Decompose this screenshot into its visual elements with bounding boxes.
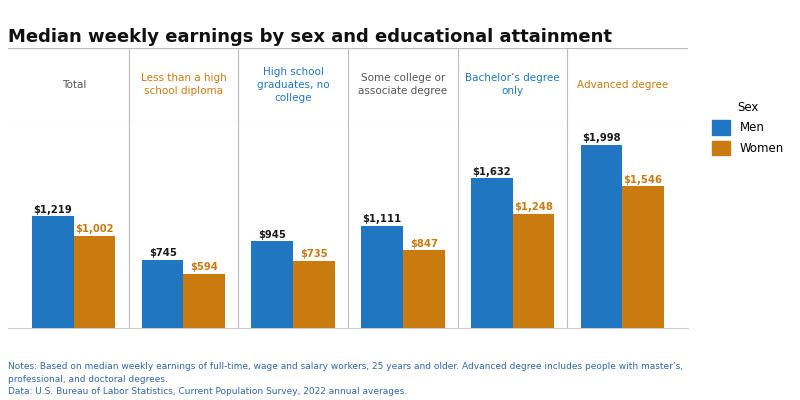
Bar <box>581 145 622 328</box>
Bar <box>622 186 664 328</box>
Text: Bachelor’s degree
only: Bachelor’s degree only <box>466 73 560 96</box>
Bar <box>142 260 183 328</box>
Text: Advanced degree: Advanced degree <box>577 80 668 90</box>
Text: $1,219: $1,219 <box>34 204 72 214</box>
Text: Median weekly earnings by sex and educational attainment: Median weekly earnings by sex and educat… <box>8 28 612 46</box>
Text: $945: $945 <box>258 230 286 240</box>
Text: Some college or
associate degree: Some college or associate degree <box>358 73 447 96</box>
Bar <box>74 236 115 328</box>
Text: Total: Total <box>62 80 86 90</box>
Bar <box>513 214 554 328</box>
Bar <box>251 241 293 328</box>
Text: $1,632: $1,632 <box>472 167 511 177</box>
Text: $735: $735 <box>300 249 328 259</box>
Bar <box>471 178 513 328</box>
Text: Notes: Based on median weekly earnings of full-time, wage and salary workers, 25: Notes: Based on median weekly earnings o… <box>8 362 683 396</box>
Legend: Men, Women: Men, Women <box>707 97 788 160</box>
Bar <box>32 216 74 328</box>
Text: $1,002: $1,002 <box>75 224 114 234</box>
Text: $745: $745 <box>149 248 177 258</box>
Bar <box>361 226 403 328</box>
Text: $1,546: $1,546 <box>623 174 662 184</box>
Bar <box>183 274 225 328</box>
Text: $1,248: $1,248 <box>514 202 553 212</box>
Text: $594: $594 <box>190 262 218 272</box>
Text: Less than a high
school diploma: Less than a high school diploma <box>141 73 226 96</box>
Text: $847: $847 <box>410 239 438 249</box>
Bar <box>293 261 335 328</box>
Text: High school
graduates, no
college: High school graduates, no college <box>257 67 330 103</box>
Text: $1,111: $1,111 <box>362 214 402 224</box>
Bar <box>403 250 445 328</box>
Text: $1,998: $1,998 <box>582 133 621 143</box>
